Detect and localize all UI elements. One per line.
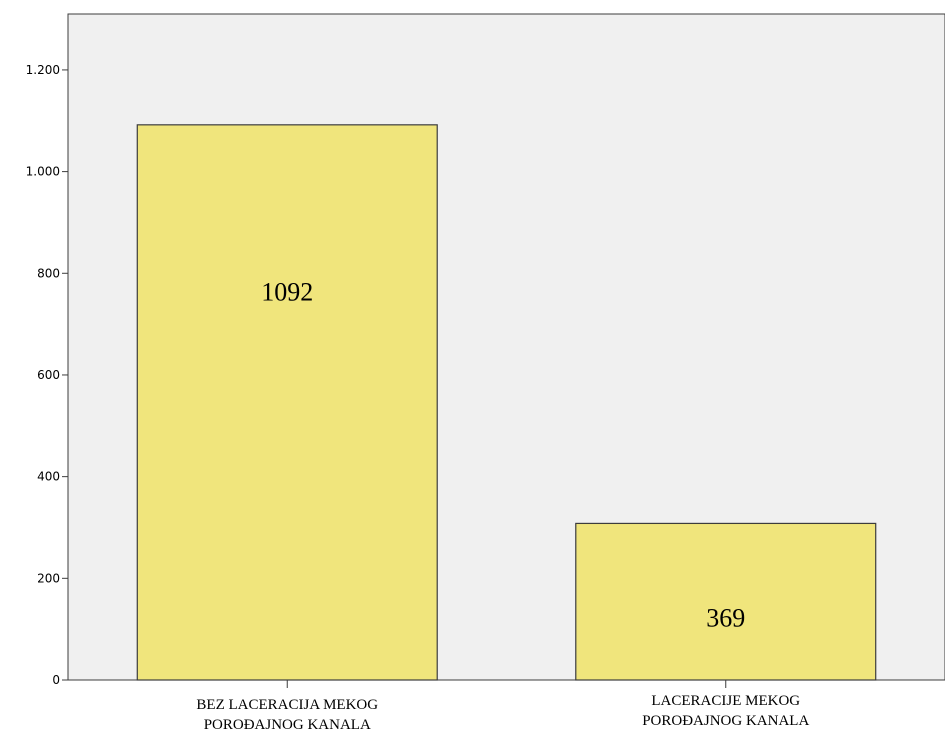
x-axis: BEZ LACERACIJA MEKOG POROĐAJNOG KANALA LAC… xyxy=(196,680,809,733)
bar xyxy=(575,522,877,681)
y-tick-label: 600 xyxy=(37,368,60,382)
bar-data-label: 1092 xyxy=(261,277,313,306)
y-tick-label: 400 xyxy=(37,470,60,484)
y-tick-label: 800 xyxy=(37,266,60,280)
x-category-label: BEZ LACERACIJA MEKOG POROĐAJNOG KANALA xyxy=(196,697,378,733)
bar xyxy=(136,124,438,681)
y-tick-label: 0 xyxy=(52,673,60,687)
y-tick-label: 1.000 xyxy=(26,165,60,179)
bars: 1092 369 xyxy=(136,124,877,681)
y-tick-label: 200 xyxy=(37,571,60,585)
x-category-label: LACERACIJE MEKOG POROĐAJNOG KANALA xyxy=(642,693,809,729)
y-axis: 0 200 400 600 800 1.000 1.200 xyxy=(26,14,69,687)
y-tick-label: 1.200 xyxy=(26,63,60,77)
bar-data-label: 369 xyxy=(706,603,745,632)
